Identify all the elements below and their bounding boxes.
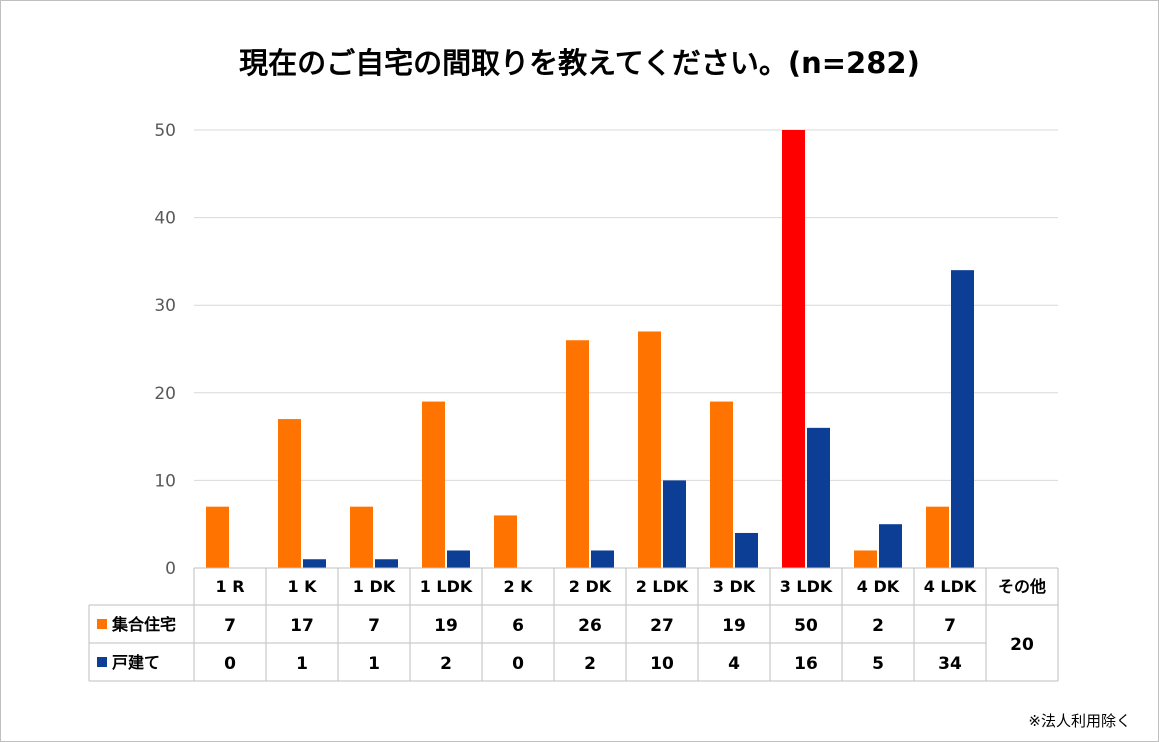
data-label: 0 (224, 654, 236, 674)
bar-house (375, 559, 398, 568)
data-label: 0 (512, 654, 524, 674)
data-label: 16 (794, 654, 818, 674)
data-label: 17 (290, 616, 314, 636)
data-label: 19 (722, 616, 746, 636)
bar-house (447, 550, 470, 568)
bar-apartment (638, 331, 661, 568)
category-label: 3 DK (713, 577, 756, 596)
data-label-other: 20 (1010, 635, 1034, 655)
data-label: 7 (944, 616, 956, 636)
y-tick-label: 30 (154, 296, 176, 316)
bar-apartment (422, 401, 445, 568)
legend-label: 戸建て (112, 653, 160, 672)
data-label: 5 (872, 654, 884, 674)
data-label: 2 (872, 616, 884, 636)
data-label: 2 (440, 654, 452, 674)
bar-apartment (206, 506, 229, 568)
bar-apartment (494, 515, 517, 568)
y-tick-label: 40 (154, 209, 176, 229)
y-tick-label: 10 (154, 471, 176, 491)
data-label: 27 (650, 616, 674, 636)
bar-house (807, 427, 830, 568)
data-label: 1 (296, 654, 308, 674)
footnote: ※法人利用除く (1028, 712, 1131, 730)
data-label: 2 (584, 654, 596, 674)
bar-house (591, 550, 614, 568)
category-label: 2 LDK (636, 577, 689, 596)
bar-apartment (782, 130, 805, 568)
data-label: 4 (728, 654, 740, 674)
data-label: 1 (368, 654, 380, 674)
legend-swatch (97, 619, 107, 629)
bar-house (735, 532, 758, 568)
category-label: 2 K (503, 577, 533, 596)
category-label: その他 (998, 577, 1046, 596)
data-label: 7 (368, 616, 380, 636)
legend-label: 集合住宅 (111, 615, 176, 634)
bar-apartment (278, 419, 301, 568)
y-tick-label: 50 (154, 121, 176, 141)
data-label: 19 (434, 616, 458, 636)
data-label: 10 (650, 654, 674, 674)
category-label: 1 LDK (420, 577, 473, 596)
data-label: 50 (794, 616, 818, 636)
y-tick-label: 20 (154, 384, 176, 404)
bar-apartment (854, 550, 877, 568)
category-label: 1 DK (353, 577, 396, 596)
category-label: 3 LDK (780, 577, 833, 596)
bar-house (303, 559, 326, 568)
bar-apartment (566, 340, 589, 568)
data-label: 6 (512, 616, 524, 636)
bar-house (951, 270, 974, 568)
bar-house (663, 480, 686, 568)
legend-swatch (97, 657, 107, 667)
data-label: 34 (938, 654, 962, 674)
bar-apartment (710, 401, 733, 568)
category-label: 2 DK (569, 577, 612, 596)
data-label: 26 (578, 616, 602, 636)
category-label: 1 R (215, 577, 244, 596)
y-tick-label: 0 (165, 559, 176, 579)
bar-apartment (350, 506, 373, 568)
category-label: 4 LDK (924, 577, 977, 596)
category-label: 1 K (287, 577, 317, 596)
data-label: 7 (224, 616, 236, 636)
chart-title: 現在のご自宅の間取りを教えてください。(n=282) (239, 46, 920, 80)
bar-apartment (926, 506, 949, 568)
category-label: 4 DK (857, 577, 900, 596)
bar-house (879, 524, 902, 568)
